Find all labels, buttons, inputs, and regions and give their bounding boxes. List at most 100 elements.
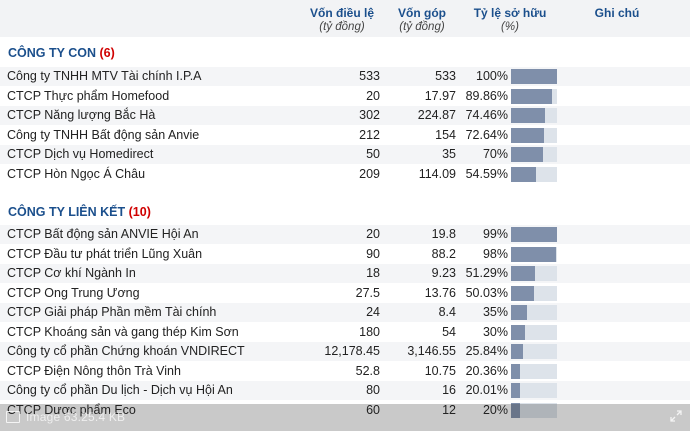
note-cell — [562, 106, 690, 125]
capital-value: 180 — [359, 324, 380, 339]
contribution-value: 154 — [435, 127, 456, 142]
ownership-bar — [511, 305, 557, 320]
note-cell — [562, 342, 690, 361]
table-row: CTCP Điện Nông thôn Trà Vinh 52.8 10.75 20.… — [0, 362, 690, 381]
ownership-bar — [511, 227, 557, 242]
ownership-value: 35% — [482, 305, 508, 319]
ownership-value: 50.03% — [465, 285, 508, 300]
ownership-bar-fill — [511, 227, 557, 242]
header-ownership: Tỷ lệ sở hữu (%) — [473, 6, 547, 33]
contribution-value: 533 — [435, 69, 456, 83]
ownership-value: 74.46% — [465, 108, 508, 122]
company-name: CTCP Hòn Ngọc Á Châu — [7, 166, 146, 181]
capital-value: 80 — [366, 383, 380, 397]
note-cell — [562, 323, 690, 342]
capital-value: 50 — [366, 147, 380, 161]
capital-value: 24 — [366, 305, 380, 319]
contribution-value: 8.4 — [438, 305, 456, 319]
ownership-value: 70% — [482, 147, 508, 161]
ownership-bar-fill — [511, 69, 557, 84]
ownership-bar — [511, 108, 557, 123]
capital-value: 212 — [359, 127, 380, 142]
ownership-bar — [511, 402, 557, 418]
expand-icon[interactable] — [670, 410, 682, 422]
note-cell — [562, 381, 690, 400]
ownership-bar-fill — [511, 88, 553, 104]
capital-value: 60 — [366, 402, 380, 417]
note-cell — [562, 245, 690, 264]
contribution-value: 3,146.55 — [407, 344, 456, 358]
contribution-value: 9.23 — [431, 266, 456, 280]
ownership-bar — [511, 363, 557, 379]
company-name: Công ty cổ phần Du lịch - Dịch vụ Hội An — [7, 383, 233, 397]
note-cell — [562, 362, 690, 381]
company-name: CTCP Bất động sản ANVIE Hội An — [7, 227, 199, 241]
table-row: CTCP Năng lượng Bắc Hà 302 224.87 74.46% — [0, 106, 690, 125]
ownership-bar-fill — [511, 324, 525, 340]
table-row: CTCP Giải pháp Phần mềm Tài chính 24 8.4 35… — [0, 303, 690, 322]
company-name: Công ty cổ phần Chứng khoán VNDIRECT — [7, 344, 245, 358]
header-capital: Vốn điều lệ (tỷ đồng) — [309, 6, 374, 33]
contribution-value: 12 — [442, 402, 456, 417]
ownership-bar-fill — [511, 402, 521, 418]
company-name: CTCP Ong Trung Ương — [7, 285, 140, 300]
ownership-bar-fill — [511, 305, 528, 320]
ownership-bar-fill — [511, 246, 557, 262]
table-header: Vốn điều lệ (tỷ đồng) Vốn góp (tỷ đồng) … — [0, 0, 690, 37]
contribution-value: 224.87 — [417, 108, 456, 122]
table-row: CTCP Khoáng sản và gang thép Kim Sơn 180 5… — [0, 323, 690, 342]
capital-value: 302 — [359, 108, 380, 122]
capital-value: 12,178.45 — [324, 344, 380, 358]
company-name: CTCP Đầu tư phát triển Lũng Xuân — [7, 246, 203, 261]
company-name: CTCP Khoáng sản và gang thép Kim Sơn — [7, 324, 239, 339]
table-row: Công ty cổ phần Du lịch - Dịch vụ Hội An… — [0, 381, 690, 400]
company-name: CTCP Thực phẩm Homefood — [7, 88, 170, 103]
table-row: CTCP Cơ khí Ngành In 18 9.23 51.29% — [0, 264, 690, 283]
company-name: CTCP Cơ khí Ngành In — [7, 266, 136, 280]
note-cell — [562, 225, 690, 244]
ownership-value: 20.01% — [465, 383, 508, 397]
table-row: CTCP Dược phẩm Eco 60 12 20% — [0, 401, 690, 420]
ownership-value: 54.59% — [465, 166, 508, 181]
ownership-value: 30% — [482, 324, 508, 339]
ownership-value: 72.64% — [465, 127, 508, 142]
capital-value: 90 — [366, 246, 380, 261]
ownership-bar — [511, 266, 557, 281]
table-row: CTCP Bất động sản ANVIE Hội An 20 19.8 99% — [0, 225, 690, 244]
note-cell — [562, 126, 690, 145]
ownership-bar — [511, 88, 557, 104]
contribution-value: 16 — [442, 383, 456, 397]
note-cell — [562, 303, 690, 322]
table-row: CTCP Đầu tư phát triển Lũng Xuân 90 88.2 98… — [0, 245, 690, 264]
ownership-bar-fill — [511, 383, 521, 398]
ownership-bar — [511, 383, 557, 398]
ownership-value: 51.29% — [465, 266, 508, 280]
note-cell — [562, 87, 690, 106]
table-row: CTCP Ong Trung Ương 27.5 13.76 50.03% — [0, 284, 690, 303]
note-cell — [562, 264, 690, 283]
contribution-value: 35 — [442, 147, 456, 161]
table-row: CTCP Thực phẩm Homefood 20 17.97 89.86% — [0, 87, 690, 106]
company-name: CTCP Dược phẩm Eco — [7, 402, 136, 417]
ownership-bar — [511, 166, 557, 182]
company-name: CTCP Giải pháp Phần mềm Tài chính — [7, 305, 217, 319]
ownership-value: 20.36% — [465, 363, 508, 378]
capital-value: 52.8 — [355, 363, 380, 378]
ownership-bar — [511, 127, 557, 143]
ownership-bar-fill — [511, 166, 537, 182]
note-cell — [562, 284, 690, 303]
table-row: CTCP Hòn Ngọc Á Châu 209 114.09 54.59% — [0, 165, 690, 184]
ownership-value: 89.86% — [465, 88, 508, 103]
ownership-bar — [511, 246, 557, 262]
ownership-bar-fill — [511, 147, 544, 162]
ownership-bar-fill — [511, 285, 534, 301]
company-name: Công ty TNHH MTV Tài chính I.P.A — [7, 69, 202, 83]
capital-value: 533 — [359, 69, 380, 83]
table-row: Công ty TNHH MTV Tài chính I.P.A 533 533 10… — [0, 67, 690, 86]
header-note: Ghi chú — [594, 6, 640, 20]
image-info-overlay: Image 63.25.4 KB — [0, 404, 690, 431]
company-name: CTCP Năng lượng Bắc Hà — [7, 108, 156, 122]
company-name: Công ty TNHH Bất động sản Anvie — [7, 127, 200, 142]
note-cell — [562, 165, 690, 184]
table-row: CTCP Dịch vụ Homedirect 50 35 70% — [0, 145, 690, 164]
